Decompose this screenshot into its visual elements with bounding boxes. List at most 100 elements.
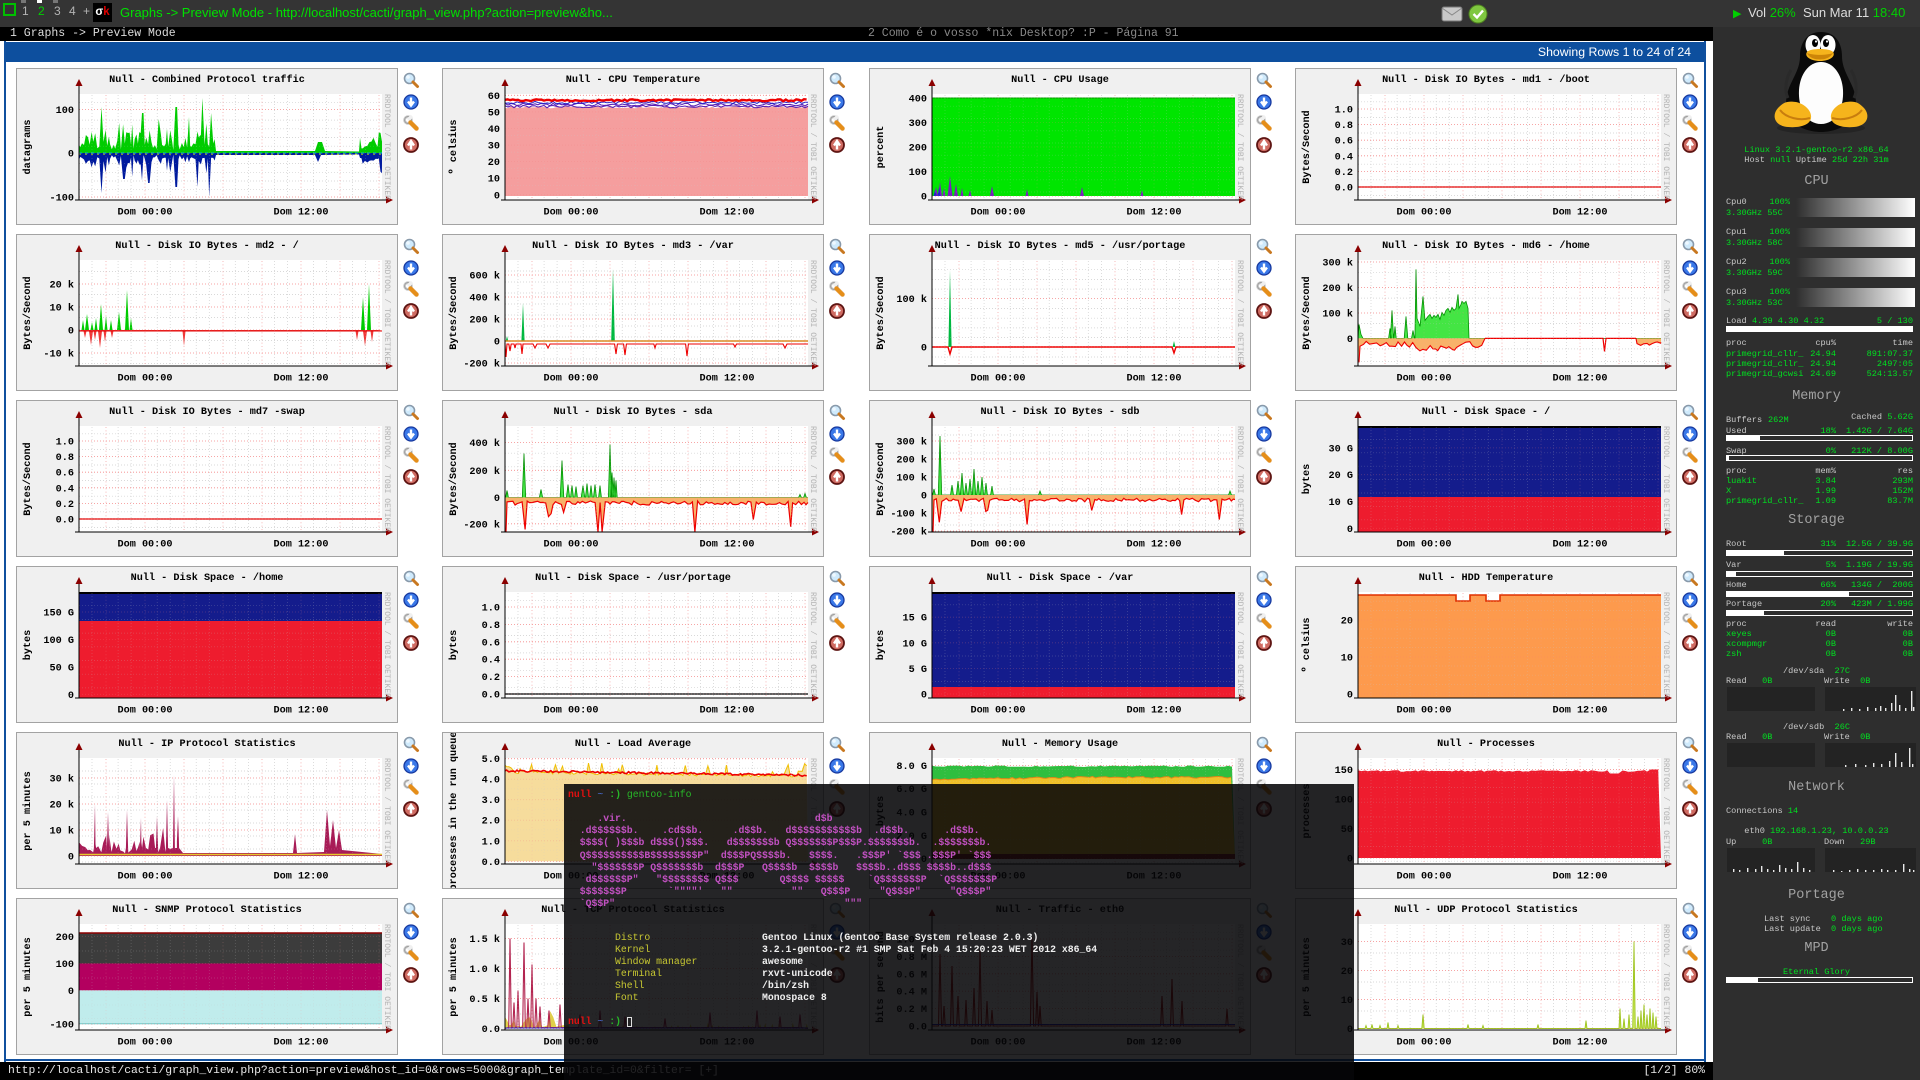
svg-text:processes in the run queue: processes in the run queue [448,733,460,888]
svg-text:0: 0 [494,338,500,349]
svg-text:10: 10 [488,175,500,186]
svg-text:0: 0 [494,494,500,505]
svg-text:20 k: 20 k [50,280,74,292]
svg-text:0.4: 0.4 [1335,152,1353,163]
svg-text:º celsius: º celsius [1301,617,1313,672]
svg-text:percent: percent [876,126,887,169]
svg-text:0: 0 [68,327,74,338]
svg-text:Null - Disk Space - /home: Null - Disk Space - /home [131,572,284,584]
svg-text:Bytes/Second: Bytes/Second [448,276,460,349]
svg-text:Dom 00:00: Dom 00:00 [970,374,1025,385]
svg-text:Dom 00:00: Dom 00:00 [1396,706,1451,717]
svg-text:200 k: 200 k [469,315,500,327]
svg-text:Bytes/Second: Bytes/Second [1301,276,1313,349]
svg-text:0.0: 0.0 [482,691,500,702]
svg-text:bytes: bytes [448,630,460,661]
svg-text:Dom 12:00: Dom 12:00 [1126,374,1181,385]
svg-text:RRDTOOL / TOBI OETIKER: RRDTOOL / TOBI OETIKER [808,260,816,366]
svg-text:datagrams: datagrams [22,119,34,174]
svg-text:Null - Disk IO Bytes - sdb: Null - Disk IO Bytes - sdb [981,406,1140,418]
svg-text:50 G: 50 G [50,664,74,675]
svg-text:Dom 00:00: Dom 00:00 [117,872,172,883]
svg-text:Null - Disk IO Bytes - md2 - /: Null - Disk IO Bytes - md2 - / [115,240,298,252]
svg-text:5.0: 5.0 [482,755,500,766]
svg-text:300 k: 300 k [896,437,927,449]
svg-text:30 G: 30 G [1329,444,1353,455]
svg-text:400 k: 400 k [469,438,500,450]
svg-text:Null - Disk IO Bytes - md6 - /: Null - Disk IO Bytes - md6 - /home [1382,240,1590,252]
svg-text:per 5 minutes: per 5 minutes [448,937,460,1016]
svg-text:Dom 00:00: Dom 00:00 [543,208,598,219]
svg-text:Dom 12:00: Dom 12:00 [699,374,754,385]
svg-text:RRDTOOL / TOBI OETIKER: RRDTOOL / TOBI OETIKER [808,592,816,698]
svg-text:30: 30 [488,142,500,153]
svg-text:Dom 00:00: Dom 00:00 [117,374,172,385]
svg-text:Bytes/Second: Bytes/Second [875,442,887,515]
svg-text:RRDTOOL / TOBI OETIKER: RRDTOOL / TOBI OETIKER [382,592,390,698]
svg-text:0.0: 0.0 [56,516,74,527]
svg-text:Null - SNMP Protocol Statistic: Null - SNMP Protocol Statistics [112,904,302,916]
svg-text:100: 100 [56,960,74,971]
svg-text:Null - Processes: Null - Processes [1437,738,1535,750]
svg-text:RRDTOOL / TOBI OETIKER: RRDTOOL / TOBI OETIKER [808,94,816,200]
svg-text:Null - Memory Usage: Null - Memory Usage [1002,738,1118,750]
svg-text:RRDTOOL / TOBI OETIKER: RRDTOOL / TOBI OETIKER [382,94,390,200]
svg-text:Dom 00:00: Dom 00:00 [117,706,172,717]
svg-text:-200 k: -200 k [890,527,927,539]
svg-text:Dom 12:00: Dom 12:00 [1552,1038,1607,1049]
svg-text:Null - CPU Temperature: Null - CPU Temperature [566,74,701,86]
svg-text:0: 0 [1347,525,1353,536]
svg-text:200: 200 [909,144,927,155]
svg-text:Dom 12:00: Dom 12:00 [1552,208,1607,219]
svg-text:600 k: 600 k [469,271,500,283]
svg-text:Dom 12:00: Dom 12:00 [1552,540,1607,551]
svg-text:10 G: 10 G [1329,498,1353,509]
svg-text:0: 0 [921,193,927,204]
svg-text:0.0: 0.0 [1335,184,1353,195]
svg-text:-100: -100 [50,194,74,205]
svg-text:RRDTOOL / TOBI OETIKER: RRDTOOL / TOBI OETIKER [382,260,390,366]
svg-text:Dom 00:00: Dom 00:00 [543,374,598,385]
svg-text:100 k: 100 k [896,473,927,485]
svg-text:-10 k: -10 k [43,349,74,361]
svg-text:RRDTOOL / TOBI OETIKER: RRDTOOL / TOBI OETIKER [1661,260,1669,366]
svg-text:Null - Disk IO Bytes - md1 - /: Null - Disk IO Bytes - md1 - /boot [1382,74,1590,86]
svg-text:per 5 minutes: per 5 minutes [22,771,34,850]
svg-text:20 G: 20 G [1329,471,1353,482]
svg-text:Null - Disk IO Bytes - md7 -sw: Null - Disk IO Bytes - md7 -swap [109,406,305,418]
svg-text:Null - Disk IO Bytes - sda: Null - Disk IO Bytes - sda [554,406,713,418]
svg-text:Dom 12:00: Dom 12:00 [1552,706,1607,717]
svg-text:1.0: 1.0 [56,438,74,449]
svg-text:10 k: 10 k [50,826,74,838]
svg-text:-100 k: -100 k [890,509,927,521]
svg-text:4.0: 4.0 [482,776,500,787]
svg-text:Null - Combined Protocol traff: Null - Combined Protocol traffic [109,74,305,86]
svg-text:Dom 12:00: Dom 12:00 [1126,208,1181,219]
svg-text:300 k: 300 k [1322,258,1353,270]
svg-text:Dom 12:00: Dom 12:00 [273,872,328,883]
svg-text:200 k: 200 k [469,466,500,478]
svg-text:0: 0 [1347,335,1353,346]
svg-text:30 k: 30 k [50,774,74,786]
svg-text:150 G: 150 G [43,609,74,620]
svg-text:Dom 00:00: Dom 00:00 [970,706,1025,717]
svg-text:0.8: 0.8 [1335,121,1353,132]
svg-text:º celsius: º celsius [448,119,460,174]
svg-text:Dom 12:00: Dom 12:00 [273,208,328,219]
svg-text:0: 0 [68,150,74,161]
svg-text:0: 0 [921,492,927,503]
svg-text:0.4: 0.4 [56,484,74,495]
svg-text:RRDTOOL / TOBI OETIKER: RRDTOOL / TOBI OETIKER [382,758,390,864]
svg-text:Bytes/Second: Bytes/Second [22,442,34,515]
svg-text:Dom 00:00: Dom 00:00 [543,540,598,551]
svg-text:100 k: 100 k [896,294,927,306]
svg-text:Dom 00:00: Dom 00:00 [117,1038,172,1049]
svg-text:1.5 k: 1.5 k [469,934,500,946]
svg-text:Dom 00:00: Dom 00:00 [1396,872,1451,883]
svg-text:400 k: 400 k [469,293,500,305]
svg-text:100 k: 100 k [1322,309,1353,321]
svg-text:300: 300 [909,119,927,130]
svg-text:1.0 k: 1.0 k [469,964,500,976]
svg-text:Dom 12:00: Dom 12:00 [1552,374,1607,385]
svg-text:0.5 k: 0.5 k [469,994,500,1006]
